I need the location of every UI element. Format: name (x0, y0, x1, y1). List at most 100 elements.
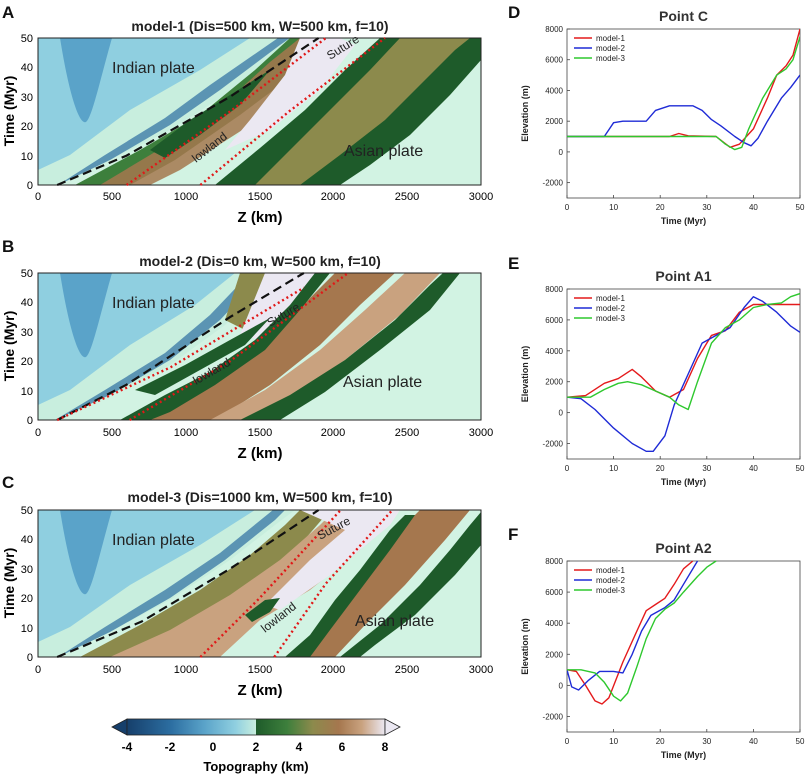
indian-plate-label: Indian plate (112, 532, 195, 549)
y-tick: 20 (21, 121, 33, 133)
red-boundary-left (56, 286, 305, 422)
legend-label: model-2 (596, 44, 625, 53)
x-tick-label: 0 (565, 203, 570, 212)
x-tick: 500 (103, 664, 121, 676)
x-tick: 3000 (469, 664, 493, 676)
y-tick: 50 (21, 33, 33, 45)
x-tick: 2000 (321, 191, 345, 203)
series-line-model-1 (567, 303, 800, 398)
x-tick: 1000 (174, 664, 198, 676)
x-axis-label: Time (Myr) (661, 477, 706, 487)
y-tick: 40 (21, 62, 33, 74)
heatmap-b (38, 273, 481, 420)
suture-line (56, 272, 305, 421)
colorbar-tick: 0 (210, 740, 217, 754)
chart-title: Point A2 (655, 540, 711, 556)
indian-deep-tongue (60, 510, 112, 595)
panel-e: E Point A1 0 10 20 30 40 50 -2000 0 2000 4000 6000 80… (508, 254, 805, 487)
x-tick-label: 0 (565, 464, 570, 473)
boundaries-b (56, 272, 349, 422)
colorbar-label: Topography (km) (203, 759, 308, 774)
lowland-patch (150, 70, 270, 158)
y-ticks: 0 10 20 30 40 50 (21, 33, 33, 192)
y-tick-label: 4000 (545, 86, 563, 95)
y-tick: 50 (21, 268, 33, 280)
y-tick: 30 (21, 327, 33, 339)
suture-line (56, 509, 320, 659)
y-axis-label: Elevation (m) (520, 618, 530, 675)
x-axis-label: Z (km) (238, 682, 283, 699)
y-tick: 30 (21, 564, 33, 576)
y-tick-label: 2000 (545, 650, 563, 659)
map-title: model-3 (Dis=1000 km, W=500 km, f=10) (128, 489, 393, 505)
boundaries-c (56, 509, 394, 659)
line-panels: D Point C0 10 20 30 40 50-20000200040006000800… (508, 3, 805, 760)
x-tick-label: 50 (796, 464, 805, 473)
x-tick: 3000 (469, 191, 493, 203)
panel-letter: B (2, 237, 14, 256)
lowland-patch (245, 598, 280, 622)
y-tick-label: 4000 (545, 619, 563, 628)
x-tick: 1500 (248, 191, 272, 203)
suture-line (56, 37, 320, 187)
x-tick-label: 20 (656, 464, 665, 473)
colorbar-gradient (126, 718, 386, 736)
panel-letter: C (2, 473, 14, 492)
x-tick: 1000 (174, 191, 198, 203)
x-tick: 0 (35, 191, 41, 203)
x-tick: 500 (103, 427, 121, 439)
red-boundary-right (199, 37, 386, 186)
series-line-model-3 (567, 560, 717, 702)
panel-b: B model-2 (Dis=0 km, W=500 km, f=10) Ind… (1, 237, 493, 462)
map-title: model-1 (Dis=500 km, W=500 km, f=10) (131, 18, 388, 34)
red-boundary-left (125, 37, 327, 186)
plateau-snow-band (265, 510, 400, 610)
x-tick-label: 20 (656, 203, 665, 212)
x-tick: 2500 (395, 191, 419, 203)
colorbar-tick: 8 (382, 740, 389, 754)
series-line-model-2 (567, 296, 800, 452)
colorbar-tick: -4 (122, 740, 133, 754)
x-tick: 1500 (248, 427, 272, 439)
y-tick-label: 8000 (545, 285, 563, 294)
colorbar-tick: 6 (339, 740, 346, 754)
asian-orogen-tan (210, 273, 440, 420)
colorbar-tick: 2 (253, 740, 260, 754)
x-tick-label: 40 (749, 464, 758, 473)
panel-letter: A (2, 3, 14, 22)
x-tick: 0 (35, 427, 41, 439)
heatmap-a (38, 38, 481, 185)
indian-deep-tongue (60, 38, 112, 123)
panel-a: A model-1 (Dis=500 km, W=500 km, f=10) I… (1, 3, 493, 226)
x-tick: 2000 (321, 664, 345, 676)
indian-deep-tongue (60, 273, 112, 358)
plateau-snow-band (225, 38, 355, 150)
legend-label: model-1 (596, 294, 625, 303)
x-tick-label: 50 (796, 203, 805, 212)
series-line-model-1 (567, 28, 800, 148)
x-tick-label: 0 (565, 737, 570, 746)
x-tick: 0 (35, 664, 41, 676)
y-ticks: 0 10 20 30 40 50 (21, 268, 33, 427)
orogen-olive-band (80, 510, 330, 657)
y-tick-label: 4000 (545, 347, 563, 356)
x-tick: 2500 (395, 427, 419, 439)
x-tick-label: 40 (749, 737, 758, 746)
map-title: model-2 (Dis=0 km, W=500 km, f=10) (139, 253, 381, 269)
y-tick-label: 8000 (545, 25, 563, 34)
y-tick: 0 (27, 652, 33, 664)
boundaries-a (56, 37, 386, 187)
y-tick: 0 (27, 415, 33, 427)
x-tick-label: 10 (609, 737, 618, 746)
x-tick: 1000 (174, 427, 198, 439)
panel-letter: E (508, 254, 519, 273)
asian-orogen-dark (285, 515, 415, 657)
x-axis-label: Time (Myr) (661, 750, 706, 760)
legend-label: model-3 (596, 586, 625, 595)
x-tick: 1500 (248, 664, 272, 676)
asian-plate-label: Asian plate (343, 374, 422, 391)
y-tick-label: -2000 (543, 179, 564, 188)
red-boundary-right (128, 272, 349, 422)
x-tick: 2000 (321, 427, 345, 439)
